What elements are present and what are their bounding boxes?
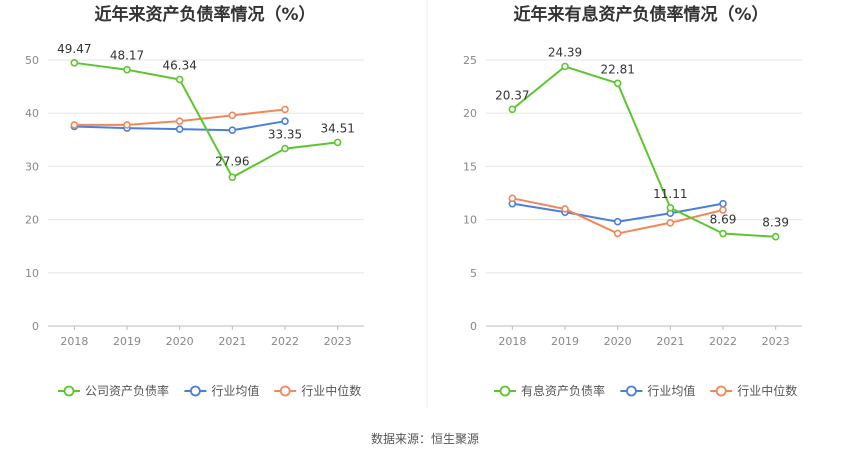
chart-title-1: 近年来资产负债率情况（%）	[94, 4, 315, 25]
data-point-median	[561, 205, 569, 213]
data-point-company	[333, 138, 342, 147]
y-tick-label: 15	[463, 160, 477, 173]
legend-marker-company	[499, 385, 511, 397]
y-tick-label: 10	[463, 214, 477, 227]
y-tick-label: 0	[32, 320, 39, 333]
x-tick-label: 2019	[113, 335, 141, 348]
legend-label-median: 行业中位数	[301, 383, 361, 398]
y-tick-label: 40	[25, 107, 39, 120]
x-tick-label: 2020	[604, 335, 632, 348]
x-tick-label: 2021	[656, 335, 684, 348]
data-point-company	[771, 232, 780, 241]
series-line-median	[512, 197, 724, 235]
data-point-company	[508, 105, 517, 114]
data-point-median	[70, 121, 79, 129]
data-point-median	[613, 229, 622, 238]
legend-marker-avg	[189, 385, 201, 397]
y-tick-label: 20	[25, 214, 39, 227]
data-point-company	[228, 173, 237, 182]
x-tick-label: 2018	[498, 335, 526, 348]
data-point-company	[561, 62, 569, 71]
x-tick-label: 2023	[762, 335, 790, 348]
x-tick-label: 2018	[60, 335, 88, 348]
y-tick-label: 50	[25, 54, 39, 67]
data-point-median	[228, 111, 237, 120]
data-source-footer: 数据来源：恒生聚源	[370, 432, 479, 446]
legend-marker-company	[63, 385, 75, 397]
data-label: 27.96	[215, 154, 249, 168]
y-tick-label: 5	[470, 267, 477, 280]
data-point-company	[123, 65, 131, 74]
data-point-avg	[281, 117, 289, 125]
data-point-avg	[175, 125, 184, 133]
data-point-median	[281, 105, 289, 114]
data-point-median	[508, 194, 517, 203]
data-label: 24.39	[548, 45, 582, 59]
legend-marker-avg	[626, 385, 637, 397]
x-tick-label: 2023	[324, 335, 352, 348]
data-point-company	[613, 79, 622, 88]
data-point-median	[123, 121, 131, 129]
y-tick-label: 10	[25, 267, 39, 280]
legend-marker-median	[715, 385, 727, 397]
data-point-median	[719, 206, 727, 214]
data-label: 48.17	[110, 49, 144, 63]
data-point-avg	[719, 199, 727, 208]
data-point-company	[281, 144, 289, 153]
data-label: 34.51	[320, 121, 354, 135]
data-label: 22.81	[600, 62, 634, 76]
x-tick-label: 2019	[551, 335, 579, 348]
data-point-company	[666, 203, 675, 212]
x-tick-label: 2020	[166, 335, 194, 348]
legend-label-company: 公司资产负债率	[85, 383, 169, 398]
data-point-avg	[228, 126, 237, 135]
y-tick-label: 25	[463, 54, 477, 67]
x-tick-label: 2021	[218, 335, 246, 348]
legend-label-avg: 行业均值	[211, 383, 259, 398]
legend-marker-median	[279, 385, 291, 397]
data-label: 11.11	[653, 187, 687, 201]
data-label: 8.39	[762, 216, 789, 230]
legend-label-avg: 行业均值	[647, 383, 695, 398]
y-tick-label: 30	[25, 160, 39, 173]
data-label: 20.37	[495, 88, 529, 102]
data-label: 33.35	[268, 128, 302, 142]
x-tick-label: 2022	[271, 335, 299, 348]
data-point-avg	[613, 217, 622, 226]
series-line-company	[74, 61, 338, 179]
data-point-median	[175, 117, 184, 125]
y-tick-label: 20	[463, 107, 477, 120]
legend-label-company: 有息资产负债率	[521, 383, 605, 398]
data-point-median	[666, 218, 675, 227]
data-point-company	[719, 229, 727, 238]
data-label: 46.34	[162, 58, 196, 72]
series-line-company	[511, 65, 776, 238]
data-label: 8.69	[710, 213, 737, 227]
x-tick-label: 2022	[709, 335, 737, 348]
chart-title-2: 近年来有息资产负债率情况（%）	[513, 4, 768, 25]
y-tick-label: 0	[470, 320, 477, 333]
legend-label-median: 行业中位数	[737, 383, 797, 398]
data-point-company	[175, 75, 184, 84]
data-point-company	[70, 59, 79, 67]
data-label: 49.47	[57, 42, 91, 56]
